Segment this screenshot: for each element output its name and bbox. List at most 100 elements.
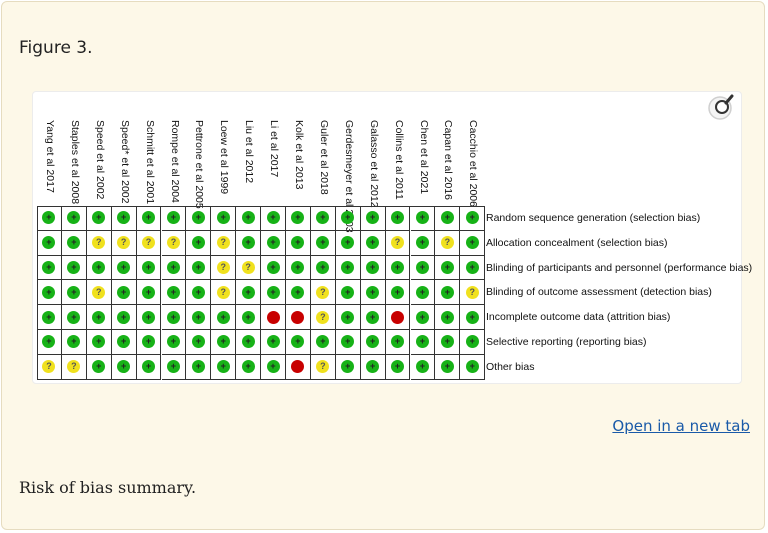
grid-cell: ? [310, 305, 336, 330]
risk-low-dot: + [241, 211, 255, 225]
grid-cell: + [161, 255, 187, 281]
grid-cell: + [410, 330, 436, 355]
risk-low-dot: + [291, 236, 305, 250]
risk-low-dot: + [440, 335, 454, 349]
grid-cell: + [136, 305, 162, 330]
risk-unclear-dot: ? [92, 285, 106, 299]
grid-cell: + [136, 354, 162, 380]
risk-low-dot: + [465, 236, 479, 250]
grid-cell: ? [385, 230, 411, 256]
risk-unclear-dot: ? [42, 360, 56, 374]
risk-high-dot [291, 360, 305, 374]
grid-cell: + [86, 330, 112, 355]
study-label: Speed* et al 2002 [118, 120, 131, 204]
grid-cell: + [261, 255, 286, 281]
domain-label: Allocation concealment (selection bias) [486, 236, 668, 249]
risk-low-dot: + [391, 360, 405, 374]
grid-cell: + [261, 280, 286, 306]
risk-low-dot: + [440, 285, 454, 299]
grid-cell: ? [460, 280, 486, 306]
grid-cell: ? [86, 230, 112, 256]
risk-low-dot: + [67, 236, 81, 250]
grid-cell: + [136, 280, 162, 306]
study-label: Liu et al 2012 [243, 120, 256, 184]
risk-low-dot: + [341, 236, 355, 250]
risk-unclear-dot: ? [440, 236, 454, 250]
risk-low-dot: + [42, 236, 56, 250]
grid-cell: + [335, 280, 361, 306]
grid-cell: + [385, 255, 411, 281]
risk-low-dot: + [166, 310, 180, 324]
domain-label: Incomplete outcome data (attrition bias) [486, 311, 671, 324]
study-label: Capan et al 2016 [442, 120, 455, 200]
risk-low-dot: + [366, 236, 380, 250]
grid-cell: + [385, 354, 411, 380]
risk-unclear-dot: ? [241, 260, 255, 274]
risk-low-dot: + [366, 335, 380, 349]
risk-low-dot: + [191, 260, 205, 274]
risk-high-dot [266, 310, 280, 324]
grid-cell: + [335, 354, 361, 380]
risk-low-dot: + [440, 360, 454, 374]
study-label: Gerdesmeyer et al 2003 [342, 120, 355, 233]
risk-low-dot: + [316, 211, 330, 225]
risk-low-dot: + [166, 211, 180, 225]
risk-low-dot: + [341, 211, 355, 225]
risk-unclear-dot: ? [216, 236, 230, 250]
risk-low-dot: + [415, 260, 429, 274]
risk-low-dot: + [316, 260, 330, 274]
domain-label: Blinding of outcome assessment (detectio… [486, 286, 712, 299]
study-label: Kolk et al 2013 [293, 120, 305, 190]
risk-low-dot: + [142, 285, 156, 299]
risk-low-dot: + [216, 335, 230, 349]
risk-low-dot: + [191, 211, 205, 225]
risk-of-bias-figure[interactable]: Yang et al 2017 Staples et al 2008 Speed e… [32, 91, 752, 384]
risk-low-dot: + [67, 310, 81, 324]
risk-low-dot: + [341, 310, 355, 324]
risk-low-dot: + [241, 335, 255, 349]
grid-cell: + [410, 230, 436, 256]
study-label: Galasso et al 2012 [367, 120, 380, 208]
magnifier-icon[interactable] [705, 92, 739, 126]
grid-cell: + [310, 230, 336, 256]
domain-label: Random sequence generation (selection bi… [486, 212, 701, 224]
risk-low-dot: + [291, 211, 305, 225]
risk-low-dot: + [316, 335, 330, 349]
grid-cell [385, 305, 411, 330]
grid-cell: + [186, 230, 212, 256]
study-label: Schmitt et al 2001 [143, 120, 156, 205]
grid-cell: ? [310, 354, 336, 380]
risk-low-dot: + [67, 260, 81, 274]
risk-low-dot: + [366, 360, 380, 374]
study-label: Loew et al 1999 [218, 120, 231, 195]
grid-cell: + [286, 206, 311, 231]
risk-low-dot: + [42, 260, 56, 274]
risk-low-dot: + [241, 285, 255, 299]
grid-cell: + [460, 230, 486, 256]
grid-cell: + [385, 206, 411, 231]
grid-cell: + [360, 305, 386, 330]
risk-low-dot: + [241, 360, 255, 374]
risk-low-dot: + [266, 260, 280, 274]
risk-low-dot: + [166, 335, 180, 349]
grid-cell: + [186, 330, 212, 355]
risk-high-dot [391, 310, 405, 324]
grid-cell: + [61, 255, 87, 281]
grid-cell [286, 354, 311, 380]
risk-low-dot: + [166, 260, 180, 274]
risk-low-dot: + [92, 335, 106, 349]
risk-low-dot: + [266, 285, 280, 299]
grid-cell: + [86, 206, 112, 231]
grid-cell: ? [111, 230, 137, 256]
open-in-new-tab-link[interactable]: Open in a new tab [612, 417, 750, 435]
risk-low-dot: + [241, 310, 255, 324]
grid-cell: + [211, 330, 237, 355]
risk-low-dot: + [216, 211, 230, 225]
risk-unclear-dot: ? [166, 236, 180, 250]
grid-cell: ? [211, 230, 237, 256]
grid-cell: + [286, 280, 311, 306]
risk-low-dot: + [415, 285, 429, 299]
grid-cell: + [310, 206, 336, 231]
risk-low-dot: + [465, 211, 479, 225]
risk-low-dot: + [391, 335, 405, 349]
